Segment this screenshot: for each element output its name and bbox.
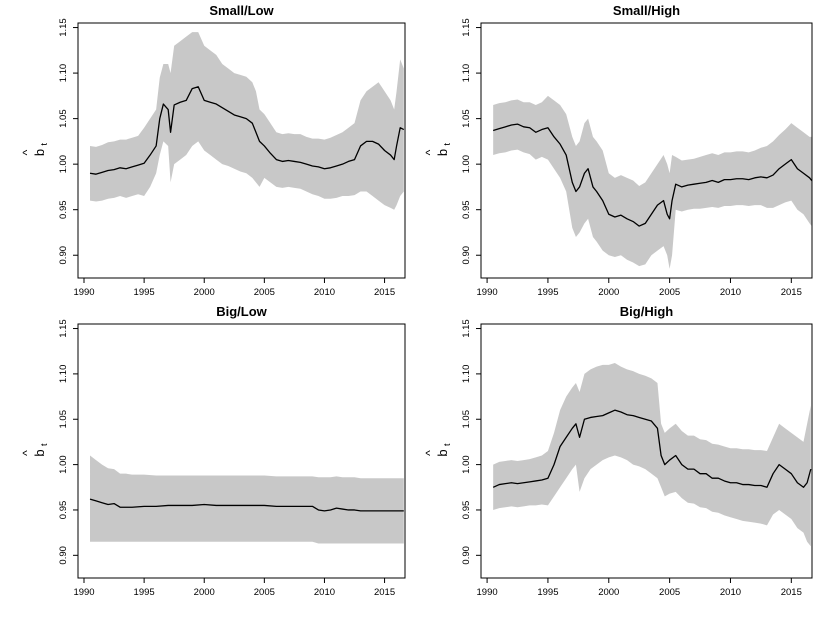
panel-2: Big/Low 1990 1995 2000 2005 2010 2015 0.90 0.95 1…: [20, 304, 406, 598]
panel-1-xtick-label-3: 2005: [659, 287, 680, 298]
panel-0-ytick-label-2: 1.00: [58, 155, 69, 174]
panel-2-ytick-label-0: 0.90: [58, 546, 69, 565]
panel-2-xtick-label-5: 2015: [374, 587, 395, 598]
panel-2-ytick-label-3: 1.05: [58, 410, 69, 429]
panel-3-ytick-label-3: 1.05: [461, 410, 472, 429]
panel-2-frame: [77, 323, 406, 579]
panel-1-ylabel: ^bt: [423, 143, 452, 157]
panel-2-xtick-label-4: 2010: [314, 587, 335, 598]
panel-1-ytick-label-1: 0.95: [461, 200, 472, 219]
panel-3-confidence-band: [493, 363, 811, 547]
panel-2-confidence-band: [90, 455, 404, 544]
panel-2-ytick-label-5: 1.15: [58, 319, 69, 338]
panel-2-title: Big/Low: [216, 304, 267, 319]
panel-0-xtick-label-4: 2010: [314, 287, 335, 298]
panel-3-frame: [480, 323, 813, 579]
panel-1-ytick-label-2: 1.00: [461, 155, 472, 174]
panel-0-ylabel-subscript: t: [39, 143, 49, 146]
panel-2-xtick-label-3: 2005: [254, 587, 275, 598]
panel-2-ytick-label-2: 1.00: [58, 455, 69, 474]
panel-1-ytick-label-3: 1.05: [461, 109, 472, 128]
panel-1: Small/High 1990 1995 2000 2005 2010 2015 0.90 0.…: [423, 3, 813, 298]
panel-1-ytick-label-4: 1.10: [461, 64, 472, 83]
panel-3-ytick-label-2: 1.00: [461, 455, 472, 474]
panel-3-ytick-label-0: 0.90: [461, 546, 472, 565]
panel-2-ylabel: ^bt: [20, 443, 49, 457]
panel-0-ylabel: ^bt: [20, 143, 49, 157]
panel-0-ylabel-hat: ^: [20, 149, 34, 155]
panel-3-xtick-label-4: 2010: [720, 587, 741, 598]
panel-3-title: Big/High: [620, 304, 673, 319]
panel-2-estimate-line: [89, 498, 404, 512]
panel-1-ytick-label-0: 0.90: [461, 246, 472, 265]
panel-0-ylabel-symbol: b: [32, 149, 47, 156]
panel-1-ylabel-subscript: t: [442, 143, 452, 146]
panel-3-xtick-label-0: 1990: [477, 587, 498, 598]
panel-1-title: Small/High: [613, 3, 680, 18]
panel-0-estimate-line: [89, 86, 405, 175]
panel-0-xtick-label-2: 2000: [194, 287, 215, 298]
panel-1-xtick-label-0: 1990: [477, 287, 498, 298]
panel-1-xtick-label-1: 1995: [537, 287, 558, 298]
panel-1-frame: [480, 22, 813, 279]
panel-3-ylabel-symbol: b: [435, 449, 450, 456]
panel-1-ylabel-hat: ^: [423, 149, 437, 155]
panel-0-xtick-label-1: 1995: [134, 287, 155, 298]
panel-0-ytick-label-4: 1.10: [58, 64, 69, 83]
panel-2-ylabel-hat: ^: [20, 450, 34, 456]
panel-0-confidence-band: [90, 32, 404, 210]
panel-2-ytick-label-1: 0.95: [58, 501, 69, 520]
panel-0-xtick-label-3: 2005: [254, 287, 275, 298]
panel-2-xtick-label-2: 2000: [194, 587, 215, 598]
panel-3-ytick-label-5: 1.15: [461, 319, 472, 338]
panel-0-ytick-label-5: 1.15: [58, 18, 69, 37]
panel-1-estimate-line: [492, 123, 812, 227]
panel-0-frame: [77, 22, 406, 279]
panel-3: Big/High 1990 1995 2000 2005 2010 2015 0.90 0.95…: [423, 304, 813, 598]
panel-3-estimate-line: [492, 409, 812, 488]
panel-3-ylabel-subscript: t: [442, 443, 452, 446]
panel-1-xtick-label-2: 2000: [598, 287, 619, 298]
panel-2-ytick-label-4: 1.10: [58, 365, 69, 384]
panel-0-ytick-label-3: 1.05: [58, 109, 69, 128]
panel-3-xtick-label-1: 1995: [537, 587, 558, 598]
panel-3-ytick-label-4: 1.10: [461, 365, 472, 384]
panel-3-xtick-label-3: 2005: [659, 587, 680, 598]
panel-2-xtick-label-1: 1995: [134, 587, 155, 598]
panel-2-ylabel-symbol: b: [32, 449, 47, 456]
panel-1-ylabel-symbol: b: [435, 149, 450, 156]
panel-3-ylabel: ^bt: [423, 443, 452, 457]
panel-0-ytick-label-1: 0.95: [58, 200, 69, 219]
panel-0-title: Small/Low: [209, 3, 274, 18]
panel-2-ylabel-subscript: t: [39, 443, 49, 446]
panel-1-ytick-label-5: 1.15: [461, 18, 472, 37]
panel-3-xtick-label-2: 2000: [598, 587, 619, 598]
panel-1-xtick-label-5: 2015: [781, 287, 802, 298]
panel-0-xtick-label-5: 2015: [374, 287, 395, 298]
panel-0-xtick-label-0: 1990: [73, 287, 94, 298]
panel-3-ylabel-hat: ^: [423, 450, 437, 456]
panel-1-xtick-label-4: 2010: [720, 287, 741, 298]
panel-0: Small/Low 1990 1995 2000 2005 2010 2015 0.90 0.9…: [20, 3, 406, 298]
panel-2-xtick-label-0: 1990: [73, 587, 94, 598]
panel-0-ytick-label-0: 0.90: [58, 246, 69, 265]
panel-3-xtick-label-5: 2015: [781, 587, 802, 598]
panel-1-confidence-band: [493, 95, 812, 269]
panel-3-ytick-label-1: 0.95: [461, 501, 472, 520]
